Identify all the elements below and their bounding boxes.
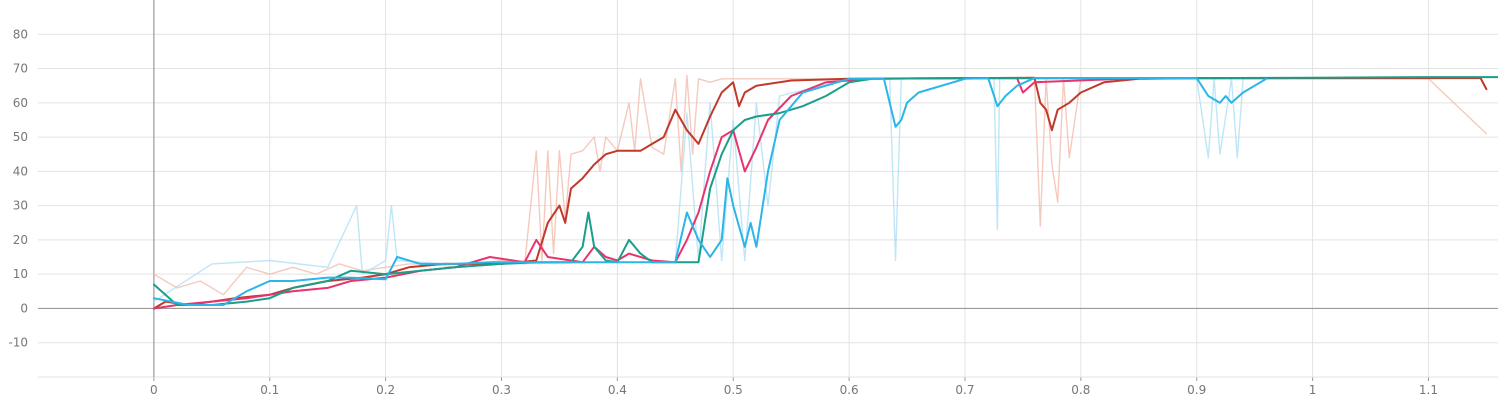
- series-line: [152, 77, 1268, 306]
- y-tick-label: 80: [13, 27, 28, 41]
- y-tick-label: 50: [13, 130, 28, 144]
- y-tick-label: 30: [13, 199, 28, 213]
- y-tick-label: 20: [13, 233, 28, 247]
- x-tick-label: 0.9: [1187, 383, 1206, 397]
- x-tick-label: 0: [150, 383, 158, 397]
- x-tick-label: 0.4: [608, 383, 627, 397]
- y-tick-label: 0: [20, 301, 28, 315]
- y-tick-label: -10: [8, 336, 28, 350]
- raw-series-line: [153, 78, 1314, 303]
- x-tick-label: 0.2: [376, 383, 395, 397]
- y-tick-label: 10: [13, 267, 28, 281]
- x-tick-label: 0.7: [955, 383, 974, 397]
- x-tick-label: 1: [1309, 383, 1317, 397]
- series-line: [152, 76, 1488, 310]
- x-tick-label: 0.1: [260, 383, 279, 397]
- y-tick-label: 60: [13, 96, 28, 110]
- smoothed-series-layer: [152, 76, 1498, 310]
- x-tick-label: 1.1: [1419, 383, 1438, 397]
- series-line: [152, 76, 1498, 306]
- grid-lines: [38, 0, 1498, 377]
- x-tick-label: 0.6: [840, 383, 859, 397]
- raw-series-layer: [153, 74, 1488, 303]
- x-tick-label: 0.8: [1071, 383, 1090, 397]
- raw-series-line: [153, 74, 1488, 296]
- tick-labels: 0 0.1 0.2 0.3 0.4 0.5 0.6 0.7 0.8 0.9 1 1.1 80 70 60 50…: [8, 27, 1438, 397]
- x-tick-label: 0.5: [724, 383, 743, 397]
- y-tick-label: 70: [13, 62, 28, 76]
- axes: [38, 0, 1498, 381]
- y-tick-label: 40: [13, 164, 28, 178]
- x-tick-label: 0.3: [492, 383, 511, 397]
